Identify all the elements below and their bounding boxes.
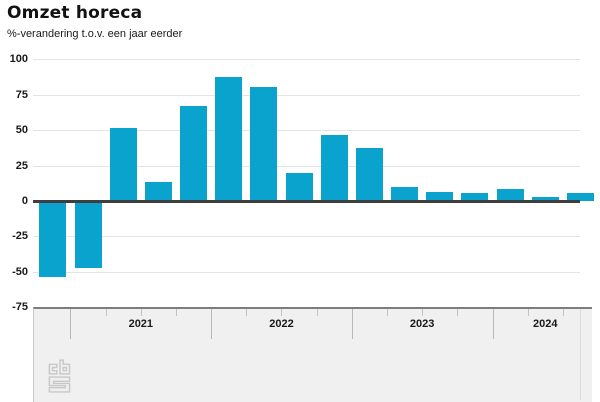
x-axis-year-label: 2023 bbox=[409, 318, 435, 330]
gridline bbox=[33, 59, 580, 61]
gridline bbox=[33, 165, 580, 167]
period-axis-slider[interactable] bbox=[33, 307, 592, 402]
year-tick bbox=[70, 309, 72, 339]
quarter-tick bbox=[140, 309, 142, 316]
bar-2023-Q2[interactable] bbox=[391, 187, 419, 202]
quarter-tick bbox=[246, 309, 248, 316]
bar-2023-Q4[interactable] bbox=[461, 192, 489, 202]
bar-2023-Q1[interactable] bbox=[355, 147, 383, 202]
chart-menu-button[interactable] bbox=[550, 6, 578, 30]
quarter-tick bbox=[105, 309, 107, 316]
y-axis-label: 25 bbox=[15, 159, 28, 172]
x-axis-year-label: 2024 bbox=[533, 318, 558, 330]
quarter-tick bbox=[527, 309, 529, 316]
quarter-tick bbox=[422, 309, 424, 316]
bar-2022-Q3[interactable] bbox=[285, 173, 313, 202]
quarter-tick bbox=[457, 309, 459, 316]
gridline bbox=[33, 271, 580, 273]
x-axis-year-label: 2021 bbox=[128, 318, 154, 330]
x-axis-year-label: 2022 bbox=[269, 318, 294, 330]
bar-2020-Q4[interactable] bbox=[39, 203, 67, 277]
chart-subtitle: %-verandering t.o.v. een jaar eerder bbox=[7, 28, 183, 40]
plot-right-edge bbox=[580, 309, 581, 400]
quarter-tick bbox=[316, 309, 318, 316]
bar-2022-Q1[interactable] bbox=[215, 76, 243, 202]
year-tick bbox=[351, 309, 353, 339]
y-axis-label: 0 bbox=[21, 195, 28, 207]
bar-2023-Q3[interactable] bbox=[426, 191, 454, 202]
quarter-tick bbox=[281, 309, 283, 316]
cbs-logo bbox=[48, 359, 71, 393]
y-axis-label: -25 bbox=[12, 230, 28, 243]
gridline bbox=[33, 94, 580, 96]
y-axis-label: 100 bbox=[9, 53, 28, 66]
quarter-tick bbox=[387, 309, 388, 316]
gridline bbox=[33, 236, 580, 238]
gridline bbox=[33, 130, 580, 132]
quarter-tick bbox=[175, 309, 177, 316]
chart-title: Omzet horeca bbox=[7, 3, 143, 23]
bar-2021-Q2[interactable] bbox=[109, 127, 137, 202]
year-tick bbox=[211, 309, 213, 339]
bar-2024-Q1[interactable] bbox=[496, 188, 524, 202]
bar-2024-Q2[interactable] bbox=[531, 197, 559, 202]
y-axis-label: -50 bbox=[12, 265, 28, 278]
bar-2021-Q4[interactable] bbox=[180, 106, 208, 202]
y-axis-label: 75 bbox=[15, 88, 28, 101]
y-axis-label: -75 bbox=[12, 301, 28, 314]
year-tick bbox=[492, 309, 494, 339]
bar-2021-Q3[interactable] bbox=[144, 181, 172, 202]
y-axis-label: 50 bbox=[15, 124, 28, 137]
zero-line bbox=[33, 200, 580, 203]
bar-2022-Q2[interactable] bbox=[250, 86, 278, 202]
quarter-tick bbox=[562, 309, 564, 316]
bar-2024-Q3[interactable] bbox=[566, 192, 594, 202]
bar-2021-Q1[interactable] bbox=[74, 203, 102, 269]
bar-2022-Q4[interactable] bbox=[320, 134, 348, 202]
